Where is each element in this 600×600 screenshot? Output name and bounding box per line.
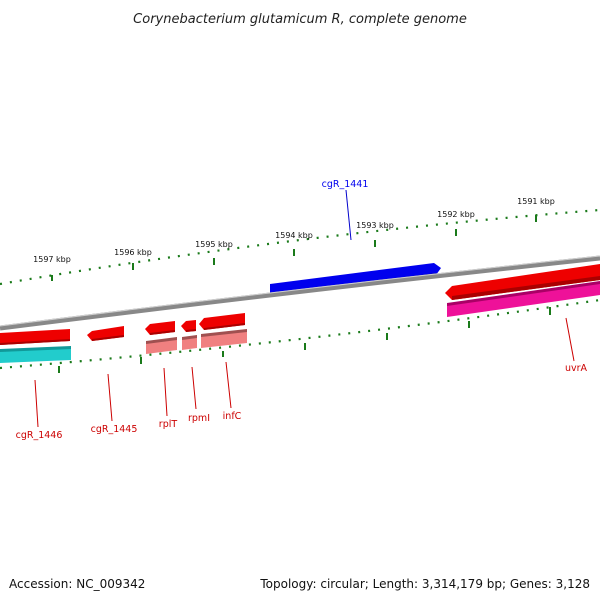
- tick-label: 1594 kbp: [275, 231, 313, 240]
- accession-text: Accession: NC_009342: [9, 577, 146, 591]
- gene-label-infC[interactable]: infC: [223, 411, 242, 422]
- rna-feature-cyan: [0, 348, 71, 363]
- gene-rpmI-feature[interactable]: [181, 320, 196, 332]
- gene-label-cgR_1441[interactable]: cgR_1441: [322, 179, 369, 190]
- gene-label-rpmI[interactable]: rpmI: [188, 413, 210, 424]
- gene-cgR_1446-feature[interactable]: [0, 329, 70, 345]
- gene-uvrA-feature[interactable]: [445, 264, 600, 300]
- tick-label: 1591 kbp: [517, 197, 555, 206]
- gene-label-rplT[interactable]: rplT: [159, 419, 178, 430]
- outer-tick-ring: [0, 208, 600, 286]
- kbp-labels: 1597 kbp 1596 kbp 1595 kbp 1594 kbp 1593…: [33, 197, 555, 264]
- genome-backbone: [0, 255, 600, 331]
- tick-label: 1595 kbp: [195, 240, 233, 249]
- gene-label-cgR_1445[interactable]: cgR_1445: [91, 424, 138, 435]
- gene-infC-feature[interactable]: [199, 313, 245, 330]
- callouts: [34, 189, 575, 428]
- gene-label-uvrA[interactable]: uvrA: [565, 363, 588, 374]
- genome-title: Corynebacterium glutamicum R, complete g…: [133, 12, 467, 27]
- tick-label: 1593 kbp: [356, 221, 394, 230]
- genome-summary-text: Topology: circular; Length: 3,314,179 bp…: [260, 577, 590, 591]
- tick-label: 1597 kbp: [33, 255, 71, 264]
- tick-label: 1592 kbp: [437, 210, 475, 219]
- inner-tick-ring: [0, 298, 600, 373]
- rna-feature-magenta: [447, 283, 600, 317]
- gene-cgR_1445-feature[interactable]: [87, 326, 124, 341]
- gene-label-cgR_1446[interactable]: cgR_1446: [16, 430, 63, 441]
- rna-feature-pink: [182, 337, 197, 350]
- tick-label: 1596 kbp: [114, 248, 152, 257]
- gene-rplT-feature[interactable]: [145, 321, 175, 335]
- rna-track: [0, 281, 600, 363]
